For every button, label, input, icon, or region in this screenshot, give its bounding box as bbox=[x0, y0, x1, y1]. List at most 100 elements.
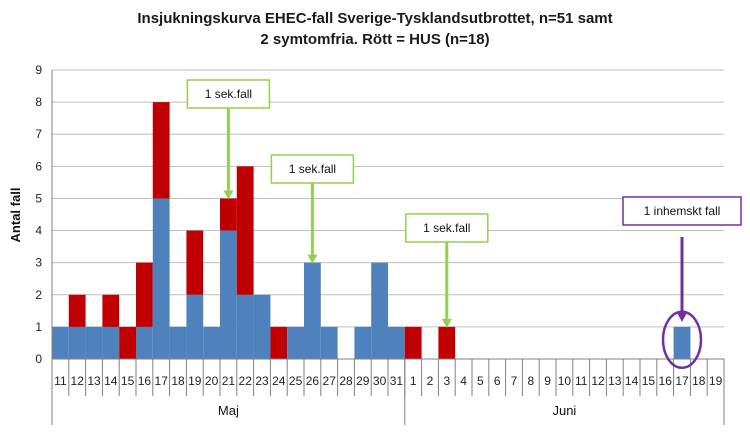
bar-segment-blue bbox=[203, 326, 220, 359]
bar-segment-red bbox=[220, 198, 237, 231]
y-tick-label: 2 bbox=[35, 288, 42, 302]
month-labels: Maj Juni bbox=[218, 359, 725, 425]
bar-segment-blue bbox=[320, 326, 338, 359]
month-label: Juni bbox=[552, 403, 576, 418]
x-tick-label: 7 bbox=[511, 374, 518, 388]
bar-segment-blue bbox=[186, 294, 204, 359]
x-tick-label: 24 bbox=[272, 374, 286, 388]
bar-segment-blue bbox=[304, 262, 321, 359]
x-tick-label: 28 bbox=[339, 374, 353, 388]
y-axis-label: Antal fall bbox=[8, 188, 23, 243]
y-tick-label: 9 bbox=[35, 63, 42, 77]
x-tick-label: 14 bbox=[104, 374, 118, 388]
y-tick-label: 5 bbox=[35, 191, 42, 205]
x-tick-label: 6 bbox=[494, 374, 501, 388]
x-tick-label: 3 bbox=[443, 374, 450, 388]
annotation-arrowhead bbox=[223, 190, 234, 200]
bar-segment-blue bbox=[220, 230, 237, 359]
bar-segment-blue bbox=[136, 326, 153, 359]
x-tick-label: 29 bbox=[356, 374, 370, 388]
bar-segment-blue bbox=[169, 326, 187, 359]
x-tick-label: 8 bbox=[527, 374, 534, 388]
x-tick-label: 9 bbox=[544, 374, 551, 388]
bar-segment-blue bbox=[68, 326, 86, 359]
x-axis-ticks: 11 12 13 14 15 16 17 18 19 20 21 22 23 24 25 26 27 28 29 30… bbox=[54, 359, 725, 396]
x-tick-label: 23 bbox=[255, 374, 269, 388]
bar-segment-blue bbox=[52, 326, 69, 359]
x-tick-label: 11 bbox=[54, 374, 67, 388]
month-label: Maj bbox=[218, 403, 239, 418]
x-tick-label: 20 bbox=[205, 374, 219, 388]
bar-segment-blue bbox=[102, 326, 120, 359]
y-tick-label: 6 bbox=[35, 159, 42, 173]
annotation-label: 1 sek.fall bbox=[205, 87, 252, 101]
x-tick-label: 4 bbox=[460, 374, 467, 388]
y-axis-ticks: 0 1 2 3 4 5 6 7 8 9 bbox=[35, 63, 42, 366]
x-tick-label: 17 bbox=[675, 374, 689, 388]
y-tick-label: 7 bbox=[35, 127, 42, 141]
bar-segment-blue bbox=[371, 262, 388, 359]
annotation-arrowhead bbox=[677, 312, 687, 322]
y-tick-label: 3 bbox=[35, 256, 42, 270]
annotation-box bbox=[405, 213, 489, 243]
x-tick-label: 12 bbox=[591, 374, 605, 388]
annotation-circle bbox=[661, 310, 703, 369]
bar-segment-blue bbox=[388, 326, 405, 359]
bars bbox=[52, 102, 691, 359]
x-tick-label: 18 bbox=[171, 374, 185, 388]
y-tick-label: 1 bbox=[35, 320, 42, 334]
x-tick-label: 26 bbox=[306, 374, 320, 388]
x-tick-label: 5 bbox=[477, 374, 484, 388]
bar-segment-red bbox=[404, 326, 422, 359]
bar-segment-blue bbox=[152, 198, 170, 359]
chart-title-line1: Insjukningskurva EHEC-fall Sverige-Tyskl… bbox=[137, 10, 613, 27]
x-tick-label: 13 bbox=[87, 374, 101, 388]
x-tick-label: 19 bbox=[188, 374, 202, 388]
x-tick-label: 16 bbox=[138, 374, 152, 388]
x-tick-label: 30 bbox=[373, 374, 387, 388]
y-tick-label: 0 bbox=[35, 352, 42, 366]
x-tick-label: 22 bbox=[239, 374, 253, 388]
x-tick-label: 14 bbox=[625, 374, 639, 388]
bar-segment-red bbox=[186, 230, 204, 295]
x-tick-label: 15 bbox=[121, 374, 135, 388]
x-tick-label: 21 bbox=[222, 374, 236, 388]
x-tick-label: 17 bbox=[155, 374, 169, 388]
chart-title-line2: 2 symtomfria. Rött = HUS (n=18) bbox=[260, 31, 490, 48]
bar-segment-red bbox=[102, 294, 120, 327]
annotation-arrowhead bbox=[441, 318, 452, 328]
annotation-label: 1 sek.fall bbox=[289, 162, 336, 176]
x-tick-label: 1 bbox=[410, 374, 417, 388]
x-tick-label: 31 bbox=[390, 374, 404, 388]
bar-segment-blue bbox=[354, 326, 372, 359]
x-tick-label: 11 bbox=[575, 374, 588, 388]
chart-title: Insjukningskurva EHEC-fall Sverige-Tyskl… bbox=[0, 8, 750, 50]
annotation-box bbox=[270, 154, 355, 184]
x-tick-label: 19 bbox=[709, 374, 723, 388]
bar-segment-blue bbox=[287, 326, 304, 359]
annotation-label: 1 inhemskt fall bbox=[644, 204, 721, 218]
x-tick-label: 27 bbox=[323, 374, 337, 388]
bar-segment-red bbox=[68, 294, 86, 327]
x-tick-label: 16 bbox=[659, 374, 673, 388]
annotation-label: 1 sek.fall bbox=[423, 221, 470, 235]
annotation-arrowhead bbox=[307, 254, 318, 264]
annotation-box bbox=[186, 79, 271, 109]
bar-segment-blue bbox=[236, 294, 254, 359]
x-tick-label: 13 bbox=[608, 374, 622, 388]
bar-segment-red bbox=[438, 326, 456, 359]
x-tick-label: 18 bbox=[692, 374, 706, 388]
x-tick-label: 2 bbox=[427, 374, 434, 388]
bar-segment-blue bbox=[253, 294, 271, 359]
bar-segment-blue bbox=[673, 326, 691, 359]
x-tick-label: 15 bbox=[642, 374, 656, 388]
x-tick-label: 10 bbox=[558, 374, 572, 388]
x-tick-label: 12 bbox=[71, 374, 85, 388]
bar-segment-red bbox=[119, 326, 136, 359]
annotation-box bbox=[622, 196, 742, 226]
bar-segment-red bbox=[152, 102, 170, 199]
bar-segment-blue bbox=[85, 326, 103, 359]
y-tick-label: 4 bbox=[35, 224, 42, 238]
